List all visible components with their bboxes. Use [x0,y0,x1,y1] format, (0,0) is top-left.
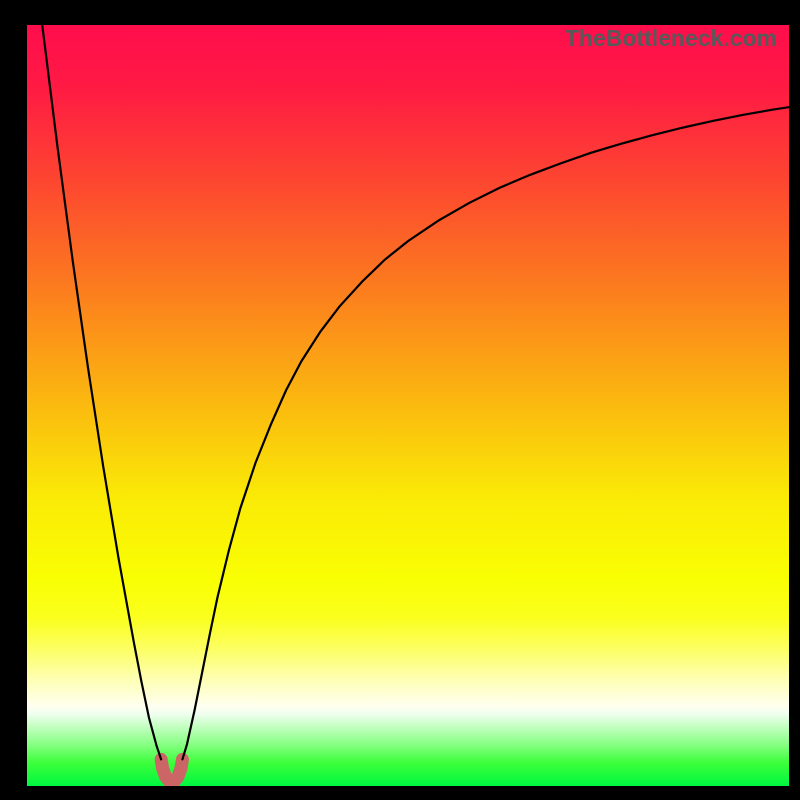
minimum-marker [161,759,182,782]
chart-frame: TheBottleneck.com [0,0,800,800]
curve-left [42,25,161,759]
curve-right [182,107,789,759]
plot-svg [27,25,789,786]
watermark-text: TheBottleneck.com [565,25,777,52]
plot-area [27,25,789,786]
